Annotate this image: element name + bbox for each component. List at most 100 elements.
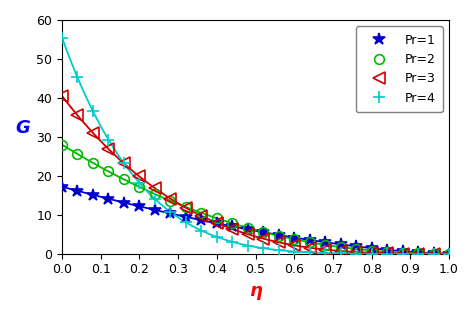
Pr=4 <box>167 210 173 214</box>
Pr=4 <box>74 76 80 79</box>
Pr=4 <box>121 161 127 165</box>
Line: Pr=4: Pr=4 <box>56 31 456 260</box>
Pr=1 <box>446 252 452 255</box>
Pr=1 <box>431 251 437 255</box>
Pr=3 <box>446 252 452 255</box>
Pr=1 <box>338 243 344 246</box>
Pr=3 <box>276 240 282 244</box>
Pr=2 <box>292 237 297 241</box>
Pr=3 <box>121 162 127 165</box>
Pr=1 <box>260 230 266 234</box>
Pr=4 <box>106 138 111 141</box>
Pr=3 <box>338 249 344 253</box>
Pr=2 <box>59 143 65 146</box>
Pr=4 <box>245 243 251 247</box>
Pr=1 <box>121 201 127 204</box>
Pr=4 <box>338 251 344 255</box>
Pr=2 <box>90 161 96 165</box>
Pr=1 <box>369 246 374 250</box>
Pr=1 <box>245 227 251 231</box>
Pr=3 <box>229 227 235 231</box>
Pr=2 <box>369 249 374 252</box>
Pr=3 <box>167 197 173 200</box>
Pr=3 <box>152 186 158 190</box>
Pr=1 <box>276 233 282 237</box>
Pr=3 <box>322 248 328 251</box>
Pr=2 <box>338 245 344 249</box>
Pr=2 <box>260 230 266 234</box>
X-axis label: η: η <box>249 282 262 300</box>
Pr=2 <box>415 251 421 255</box>
Pr=3 <box>214 221 219 225</box>
Pr=1 <box>353 244 359 248</box>
Pr=3 <box>292 243 297 247</box>
Pr=3 <box>245 232 251 236</box>
Pr=3 <box>137 175 142 178</box>
Pr=1 <box>152 208 158 212</box>
Pr=3 <box>260 237 266 241</box>
Legend: Pr=1, Pr=2, Pr=3, Pr=4: Pr=1, Pr=2, Pr=3, Pr=4 <box>356 26 443 112</box>
Pr=3 <box>106 147 111 151</box>
Pr=2 <box>307 240 312 244</box>
Pr=4 <box>400 252 405 255</box>
Line: Pr=3: Pr=3 <box>56 90 456 260</box>
Pr=2 <box>74 152 80 156</box>
Pr=1 <box>415 250 421 254</box>
Pr=1 <box>199 218 204 222</box>
Pr=3 <box>415 252 421 255</box>
Pr=2 <box>322 243 328 247</box>
Pr=4 <box>292 249 297 253</box>
Pr=1 <box>307 238 312 242</box>
Pr=1 <box>229 225 235 228</box>
Pr=3 <box>183 206 189 210</box>
Pr=1 <box>214 221 219 225</box>
Pr=4 <box>384 252 390 255</box>
Pr=1 <box>167 212 173 215</box>
Pr=4 <box>307 250 312 254</box>
Pr=4 <box>415 252 421 255</box>
Line: Pr=2: Pr=2 <box>57 140 454 259</box>
Pr=3 <box>400 252 405 255</box>
Pr=2 <box>353 247 359 251</box>
Pr=3 <box>353 250 359 254</box>
Pr=1 <box>384 248 390 252</box>
Pr=2 <box>152 192 158 196</box>
Pr=1 <box>59 185 65 189</box>
Pr=1 <box>183 215 189 219</box>
Pr=4 <box>214 235 219 239</box>
Pr=4 <box>90 109 96 113</box>
Pr=4 <box>276 248 282 252</box>
Pr=4 <box>229 240 235 244</box>
Y-axis label: G: G <box>15 119 30 137</box>
Pr=2 <box>167 199 173 203</box>
Pr=2 <box>106 169 111 173</box>
Pr=4 <box>137 181 142 185</box>
Pr=2 <box>245 226 251 230</box>
Pr=4 <box>152 197 158 201</box>
Pr=2 <box>214 216 219 220</box>
Pr=1 <box>400 249 405 253</box>
Pr=4 <box>353 252 359 255</box>
Pr=1 <box>74 189 80 193</box>
Pr=4 <box>322 251 328 255</box>
Pr=1 <box>322 240 328 244</box>
Pr=1 <box>90 193 96 197</box>
Pr=2 <box>276 234 282 238</box>
Pr=4 <box>260 246 266 250</box>
Pr=3 <box>59 94 65 98</box>
Pr=2 <box>121 178 127 181</box>
Pr=3 <box>199 214 204 218</box>
Pr=4 <box>369 252 374 255</box>
Pr=2 <box>183 205 189 209</box>
Line: Pr=1: Pr=1 <box>56 180 456 260</box>
Pr=2 <box>229 221 235 225</box>
Pr=2 <box>431 252 437 255</box>
Pr=2 <box>199 211 204 215</box>
Pr=3 <box>90 131 96 135</box>
Pr=1 <box>137 204 142 208</box>
Pr=3 <box>307 246 312 249</box>
Pr=2 <box>137 185 142 189</box>
Pr=2 <box>446 252 452 255</box>
Pr=4 <box>183 220 189 224</box>
Pr=1 <box>292 236 297 239</box>
